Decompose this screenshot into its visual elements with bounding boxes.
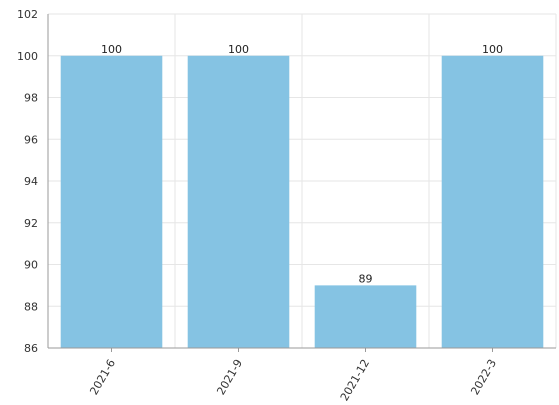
bar-value-label: 89	[359, 272, 373, 285]
x-tick-label: 2021-9	[214, 357, 245, 397]
bar-value-label: 100	[228, 43, 249, 56]
x-tick-label: 2021-6	[87, 357, 118, 397]
y-tick-label: 100	[17, 50, 38, 63]
bar	[441, 55, 544, 348]
y-tick-label: 94	[24, 175, 38, 188]
bar	[60, 55, 163, 348]
y-tick-label: 98	[24, 92, 38, 105]
y-tick-label: 88	[24, 300, 38, 313]
bars	[60, 55, 544, 348]
x-tick-label: 2021-12	[338, 357, 372, 403]
bar	[187, 55, 290, 348]
data-labels: 100 100 89 100	[101, 43, 503, 286]
y-tick-label: 92	[24, 217, 38, 230]
y-tick-label: 96	[24, 133, 38, 146]
y-tick-label: 90	[24, 259, 38, 272]
bar-value-label: 100	[482, 43, 503, 56]
x-tick-label: 2022-3	[468, 357, 499, 397]
bar	[314, 285, 417, 348]
y-tick-label: 102	[17, 8, 38, 21]
bar-value-label: 100	[101, 43, 122, 56]
y-tick-label: 86	[24, 342, 38, 355]
